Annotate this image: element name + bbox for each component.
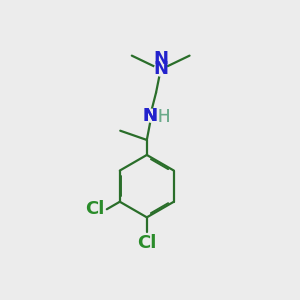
- Text: N: N: [153, 61, 168, 79]
- Circle shape: [154, 63, 167, 76]
- Text: N: N: [153, 50, 168, 68]
- Text: H: H: [157, 108, 170, 126]
- Text: N: N: [143, 107, 158, 125]
- Text: Cl: Cl: [85, 200, 105, 218]
- Text: N: N: [143, 107, 158, 125]
- Text: H: H: [157, 108, 170, 126]
- Circle shape: [145, 109, 158, 122]
- Text: Cl: Cl: [137, 233, 157, 251]
